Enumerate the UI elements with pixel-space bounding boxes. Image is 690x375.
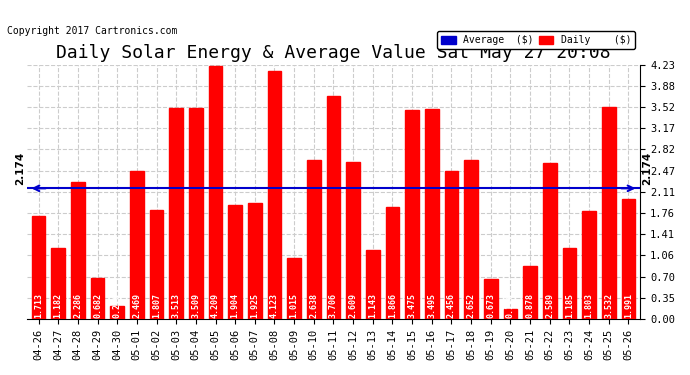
- Text: 0.673: 0.673: [486, 293, 495, 318]
- Text: 2.638: 2.638: [309, 293, 318, 318]
- Text: 2.652: 2.652: [466, 293, 475, 318]
- Bar: [150, 210, 164, 319]
- Text: Copyright 2017 Cartronics.com: Copyright 2017 Cartronics.com: [7, 26, 177, 36]
- Text: 0.682: 0.682: [93, 293, 102, 318]
- Text: 0.216: 0.216: [112, 293, 121, 318]
- Bar: [90, 278, 104, 319]
- Bar: [189, 108, 203, 319]
- Text: 1.866: 1.866: [388, 293, 397, 318]
- Text: 4.123: 4.123: [270, 293, 279, 318]
- Bar: [268, 71, 282, 319]
- Bar: [444, 171, 458, 319]
- Text: 2.286: 2.286: [73, 293, 82, 318]
- Bar: [110, 306, 124, 319]
- Text: 1.182: 1.182: [54, 293, 63, 318]
- Bar: [287, 258, 301, 319]
- Bar: [248, 203, 262, 319]
- Text: 1.185: 1.185: [565, 293, 574, 318]
- Bar: [326, 96, 340, 319]
- Bar: [366, 250, 380, 319]
- Bar: [228, 204, 242, 319]
- Text: 1.904: 1.904: [230, 293, 239, 318]
- Bar: [425, 109, 439, 319]
- Bar: [484, 279, 497, 319]
- Bar: [130, 171, 144, 319]
- Text: 4.209: 4.209: [211, 293, 220, 318]
- Text: 2.174: 2.174: [642, 152, 652, 185]
- Text: 1.713: 1.713: [34, 293, 43, 318]
- Bar: [464, 160, 478, 319]
- Bar: [504, 309, 518, 319]
- Text: 3.513: 3.513: [172, 293, 181, 318]
- Text: 2.174: 2.174: [14, 152, 25, 185]
- Text: 3.475: 3.475: [408, 293, 417, 318]
- Text: 2.609: 2.609: [348, 293, 357, 318]
- Legend: Average  ($), Daily    ($): Average ($), Daily ($): [437, 32, 635, 49]
- Text: 1.143: 1.143: [368, 293, 377, 318]
- Text: 1.015: 1.015: [290, 293, 299, 318]
- Text: 3.509: 3.509: [191, 293, 200, 318]
- Text: 2.469: 2.469: [132, 293, 141, 318]
- Text: 1.925: 1.925: [250, 293, 259, 318]
- Text: 3.495: 3.495: [427, 293, 436, 318]
- Bar: [71, 182, 85, 319]
- Bar: [307, 160, 321, 319]
- Bar: [32, 216, 46, 319]
- Bar: [582, 211, 596, 319]
- Text: 0.878: 0.878: [526, 293, 535, 318]
- Text: 0.166: 0.166: [506, 293, 515, 318]
- Bar: [405, 110, 419, 319]
- Text: 1.991: 1.991: [624, 293, 633, 318]
- Bar: [386, 207, 400, 319]
- Text: 2.589: 2.589: [545, 293, 554, 318]
- Bar: [622, 200, 635, 319]
- Title: Daily Solar Energy & Average Value Sat May 27 20:08: Daily Solar Energy & Average Value Sat M…: [56, 44, 611, 62]
- Bar: [543, 164, 557, 319]
- Bar: [169, 108, 183, 319]
- Text: 1.803: 1.803: [584, 293, 593, 318]
- Text: 2.456: 2.456: [447, 293, 456, 318]
- Text: 1.807: 1.807: [152, 293, 161, 318]
- Bar: [346, 162, 360, 319]
- Text: 3.706: 3.706: [329, 293, 338, 318]
- Bar: [208, 66, 222, 319]
- Bar: [562, 248, 576, 319]
- Bar: [51, 248, 65, 319]
- Bar: [523, 266, 537, 319]
- Text: 3.532: 3.532: [604, 293, 613, 318]
- Bar: [602, 106, 615, 319]
